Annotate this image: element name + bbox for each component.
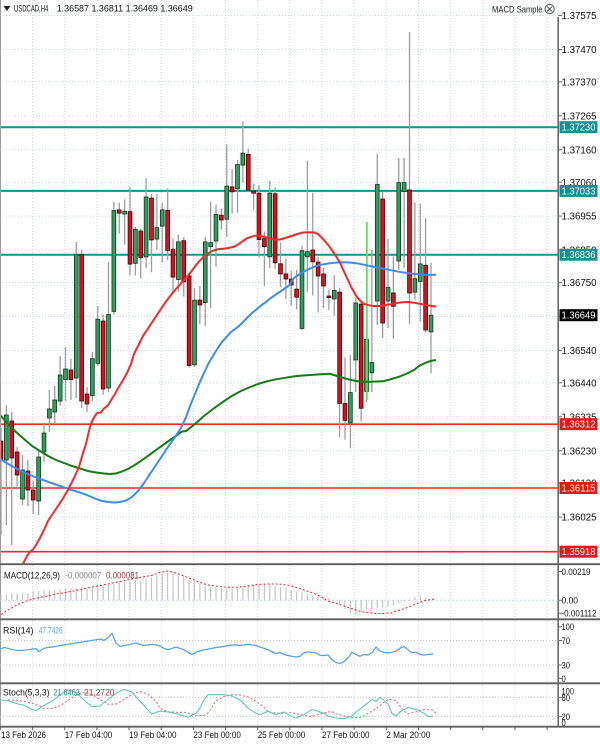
- svg-text:1.36312: 1.36312: [562, 420, 596, 431]
- svg-text:21.2720: 21.2720: [84, 688, 115, 698]
- svg-text:USDCAD,H4: USDCAD,H4: [14, 4, 49, 15]
- svg-text:13 Feb 2026: 13 Feb 2026: [1, 730, 46, 740]
- svg-text:23 Feb 00:00: 23 Feb 00:00: [193, 730, 241, 740]
- svg-text:1.36750: 1.36750: [562, 278, 597, 289]
- svg-text:RSI(14): RSI(14): [3, 626, 34, 636]
- svg-text:-0.000007: -0.000007: [65, 571, 101, 581]
- svg-text:1.36836: 1.36836: [562, 250, 597, 261]
- svg-text:0.000081: 0.000081: [106, 571, 139, 581]
- svg-text:1.36115: 1.36115: [562, 484, 597, 495]
- svg-text:80: 80: [562, 693, 571, 703]
- svg-text:1.37265: 1.37265: [562, 111, 597, 122]
- svg-text:17 Feb 04:00: 17 Feb 04:00: [65, 730, 113, 740]
- svg-text:0.00: 0.00: [562, 596, 579, 606]
- svg-text:1.37033: 1.37033: [562, 186, 597, 197]
- svg-text:1.36025: 1.36025: [562, 513, 597, 524]
- svg-text:100: 100: [562, 622, 575, 632]
- svg-text:70: 70: [562, 636, 571, 646]
- svg-text:1.36230: 1.36230: [562, 446, 597, 457]
- svg-text:1.36540: 1.36540: [562, 346, 597, 357]
- svg-text:1.37060: 1.37060: [562, 178, 597, 189]
- svg-text:27 Feb 00:00: 27 Feb 00:00: [322, 730, 370, 740]
- svg-text:1.37230: 1.37230: [562, 123, 597, 134]
- svg-text:1.35918: 1.35918: [562, 547, 597, 558]
- svg-text:1.36440: 1.36440: [562, 378, 597, 389]
- svg-text:1.37370: 1.37370: [562, 77, 597, 88]
- svg-text:2 Mar 20:00: 2 Mar 20:00: [386, 730, 430, 740]
- svg-text:47.7426: 47.7426: [39, 626, 63, 636]
- svg-text:20: 20: [562, 712, 571, 722]
- svg-text:1.36335: 1.36335: [562, 412, 597, 423]
- svg-text:0: 0: [562, 718, 566, 728]
- svg-text:1.37470: 1.37470: [562, 45, 597, 56]
- svg-text:1.36587 1.36811 1.36469 1.3664: 1.36587 1.36811 1.36469 1.36649: [57, 4, 193, 15]
- svg-text:30: 30: [562, 660, 571, 670]
- svg-text:0.00219: 0.00219: [562, 567, 591, 577]
- svg-text:-0.001112: -0.001112: [562, 609, 597, 619]
- svg-text:1.36955: 1.36955: [562, 212, 597, 223]
- svg-text:1.37575: 1.37575: [562, 11, 597, 22]
- svg-text:MACD Sample: MACD Sample: [492, 5, 543, 15]
- svg-text:25 Feb 00:00: 25 Feb 00:00: [258, 730, 306, 740]
- svg-text:100: 100: [562, 686, 575, 696]
- svg-text:MACD(12,26,9): MACD(12,26,9): [4, 571, 60, 581]
- svg-text:1.37160: 1.37160: [562, 145, 597, 156]
- svg-text:19 Feb 04:00: 19 Feb 04:00: [129, 730, 177, 740]
- svg-text:0: 0: [562, 674, 566, 684]
- svg-text:21.6463: 21.6463: [53, 688, 80, 698]
- svg-text:1.36649: 1.36649: [562, 311, 596, 322]
- svg-text:Stoch(5,3,3): Stoch(5,3,3): [3, 688, 50, 698]
